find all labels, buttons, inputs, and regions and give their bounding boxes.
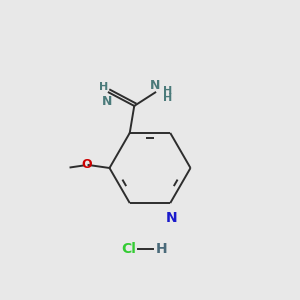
Text: N: N xyxy=(166,211,178,225)
Text: H: H xyxy=(99,82,108,92)
Text: Cl: Cl xyxy=(122,242,136,256)
Text: O: O xyxy=(82,158,92,171)
Text: H: H xyxy=(163,86,172,96)
Text: H: H xyxy=(155,242,167,256)
Text: N: N xyxy=(102,95,112,108)
Text: N: N xyxy=(150,79,160,92)
Text: H: H xyxy=(163,93,172,103)
